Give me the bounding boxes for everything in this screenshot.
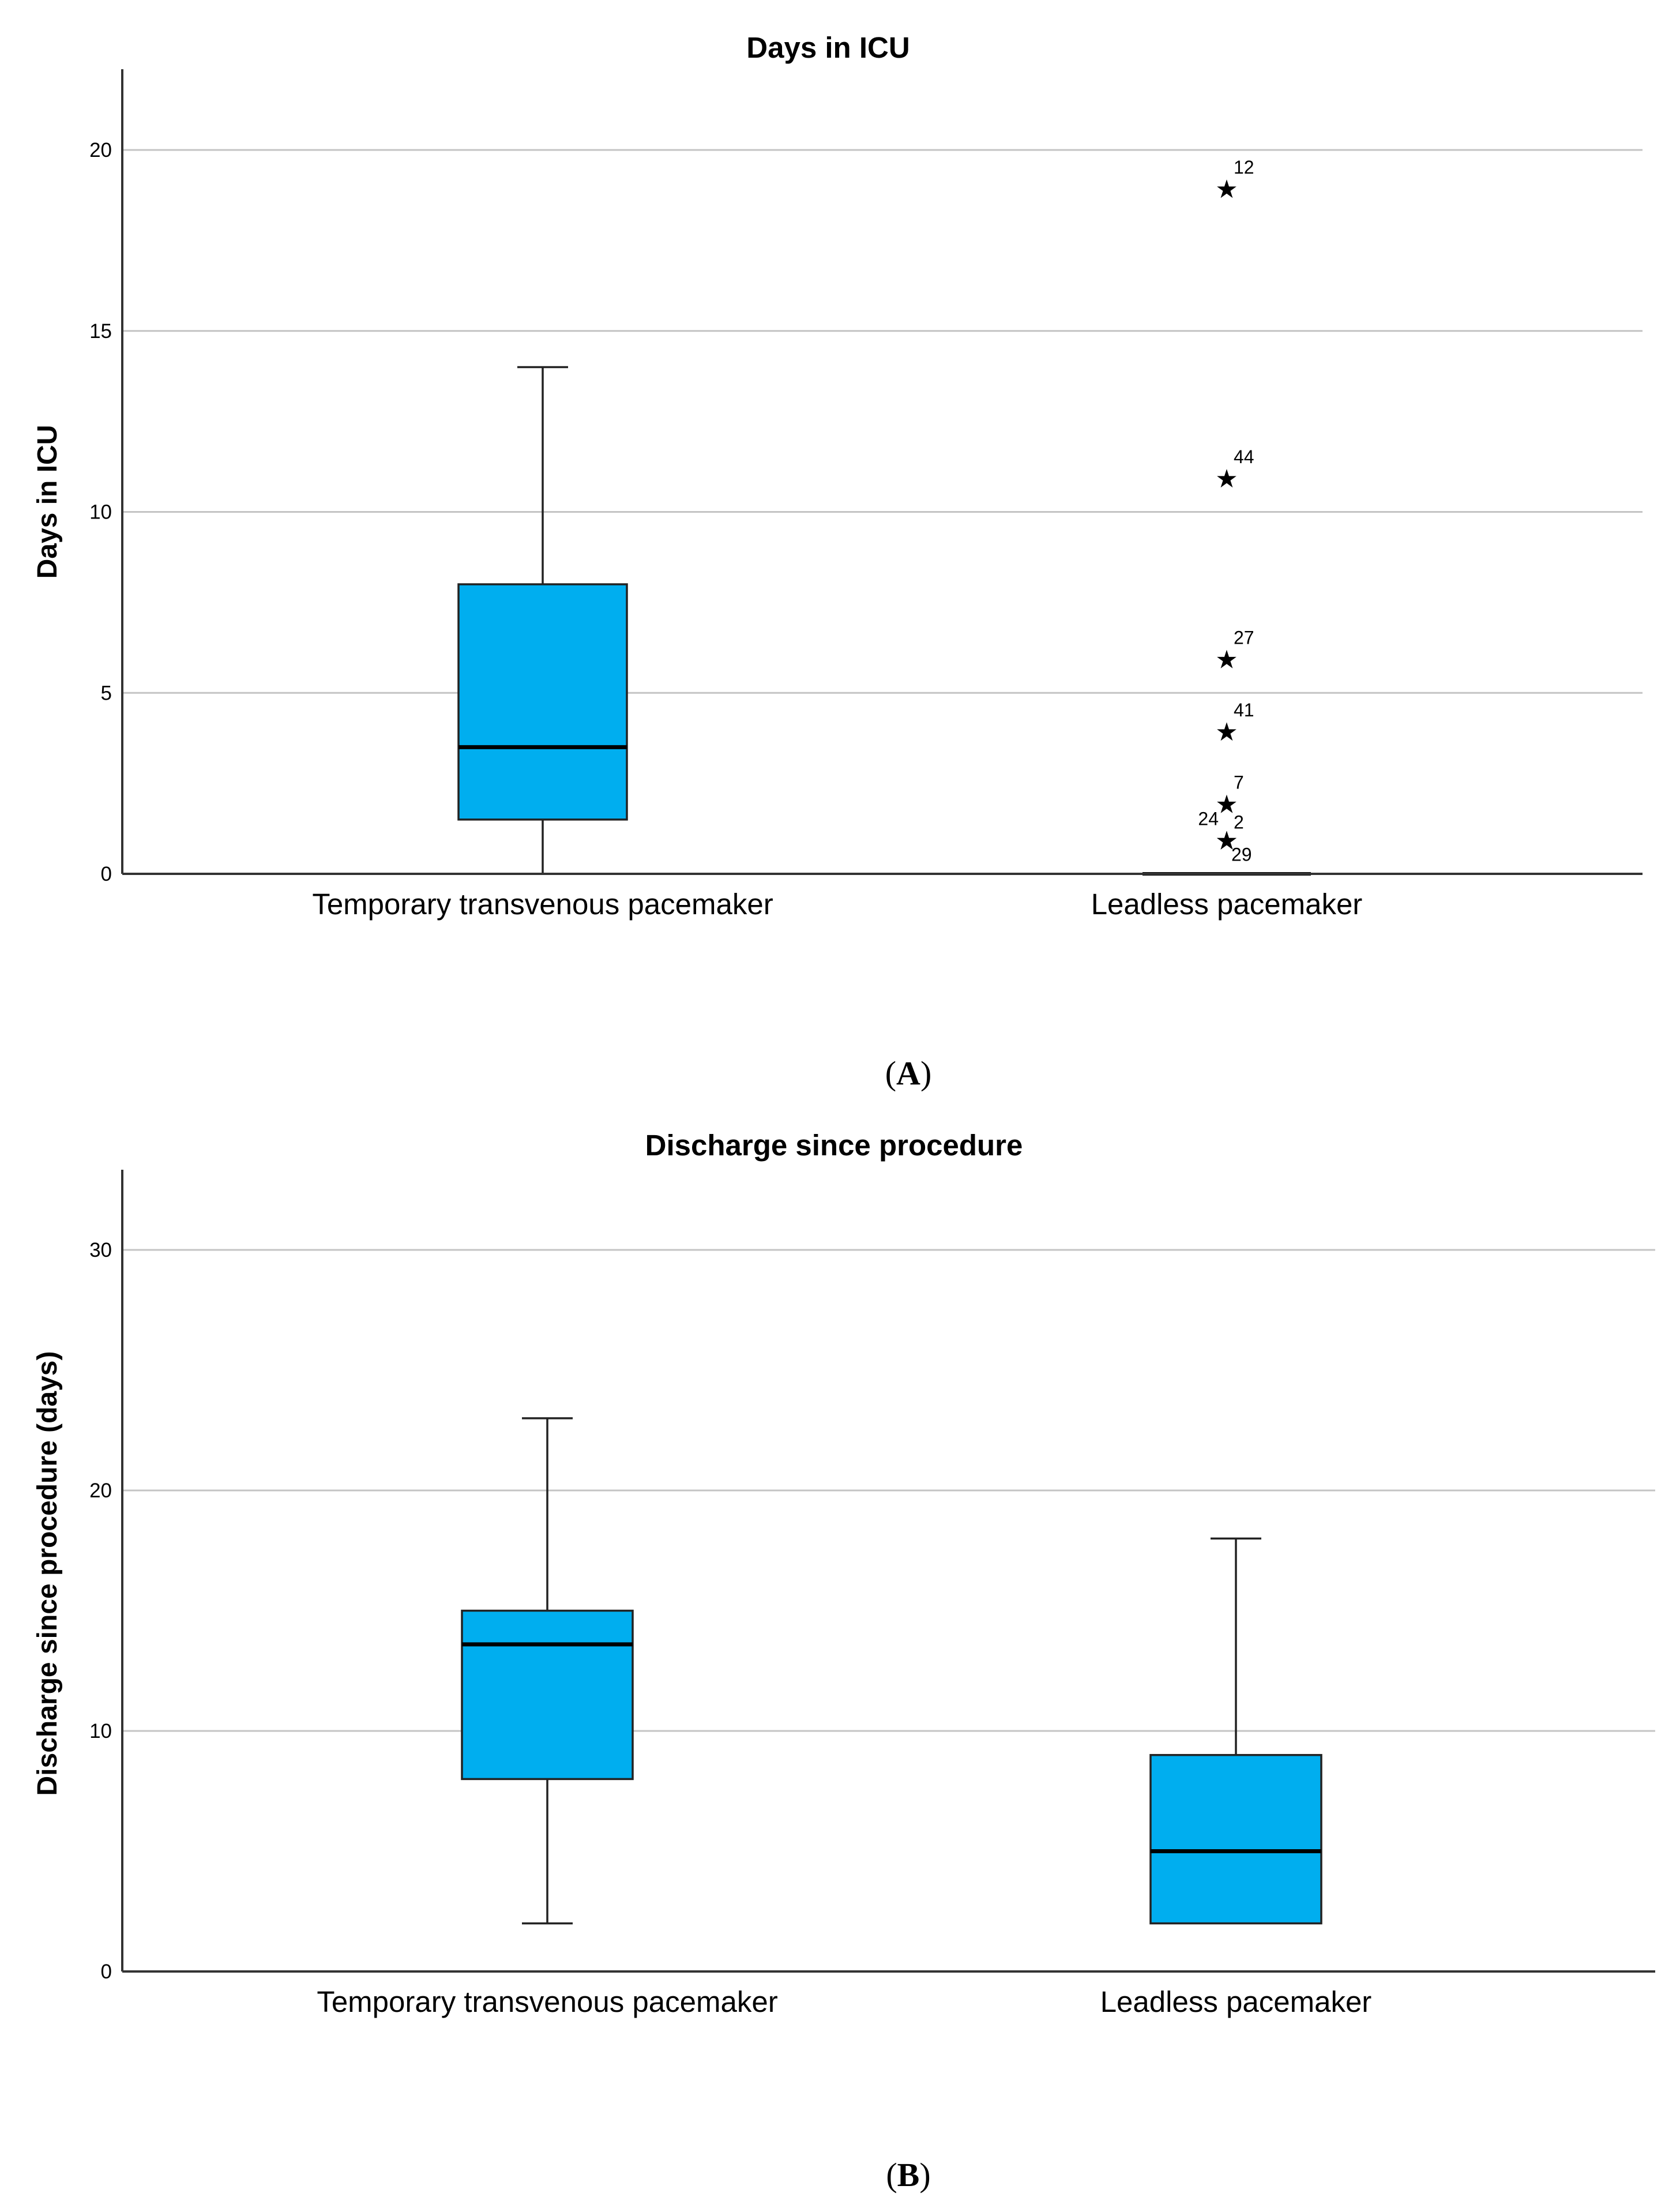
panel-b-chart: Discharge since procedure Discharge sinc…: [32, 1129, 1655, 2018]
panel-a-y-tick-label: 5: [101, 682, 112, 704]
panel-b-title: Discharge since procedure: [645, 1129, 1023, 1162]
panel-b-y-ticks: 0 10 20 30: [89, 1239, 112, 1983]
panel-a-category-label-leadless: Leadless pacemaker: [1091, 888, 1363, 921]
panel-a-category-labels: Temporary transvenous pacemaker Leadless …: [312, 888, 1362, 921]
panel-b-y-tick-label: 10: [89, 1720, 112, 1742]
panel-a-category-label-temporary: Temporary transvenous pacemaker: [312, 888, 773, 921]
panel-a-outlier-star: ★: [1215, 827, 1238, 855]
panel-a-outlier-star: ★: [1215, 718, 1238, 746]
panel-a-box-temporary: [457, 366, 628, 874]
panel-b-y-axis-label: Discharge since procedure (days): [32, 1351, 63, 1796]
panel-a-box-leadless: ★12★44★27★41★7★24★2★29: [1142, 157, 1311, 876]
panel-a-outlier-star: ★: [1215, 465, 1238, 493]
panel-b-category-label-leadless: Leadless pacemaker: [1100, 1985, 1372, 2018]
panel-a-outlier-label: 24: [1198, 808, 1219, 829]
panel-b-y-tick-label: 0: [101, 1961, 112, 1983]
panel-b-category-labels: Temporary transvenous pacemaker Leadless …: [317, 1985, 1371, 2018]
panel-a-outlier-label: 44: [1234, 446, 1254, 467]
panel-b-y-tick-label: 20: [89, 1479, 112, 1502]
panel-a-outlier-star: ★: [1215, 646, 1238, 674]
panel-a-y-tick-label: 10: [89, 501, 112, 524]
panel-b-y-tick-label: 30: [89, 1239, 112, 1261]
panel-a-outlier-star: ★: [1215, 791, 1238, 819]
panel-a-y-tick-label: 15: [89, 320, 112, 343]
panel-a-outlier-star: ★: [1215, 175, 1238, 204]
panel-b-box-temporary: [461, 1417, 634, 1925]
panel-a-outlier-label: 12: [1234, 157, 1254, 178]
panel-b-box-leadless: [1149, 1537, 1322, 1925]
panel-a-outlier-label: 27: [1234, 628, 1254, 648]
panel-a-y-tick-label: 20: [89, 139, 112, 162]
panel-a-y-axis-label: Days in ICU: [32, 425, 63, 579]
panel-a-y-tick-label: 0: [101, 863, 112, 885]
panel-b-box-iqr: [461, 1609, 634, 1781]
panel-b-caption-letter: B: [897, 2156, 920, 2194]
panel-a-outlier-star: ★: [1215, 827, 1238, 855]
panel-a-box-iqr: [457, 583, 628, 821]
panel-a-caption-letter: A: [896, 1054, 920, 1092]
panel-b-axes: [121, 1170, 1655, 1973]
panel-b-caption: (B): [886, 2156, 930, 2194]
panel-a-outlier-label: 29: [1231, 844, 1252, 865]
panel-b-box-iqr: [1149, 1753, 1322, 1925]
panel-b-gridlines: [122, 1249, 1655, 1732]
panel-a-y-ticks: 0 5 10 15 20: [89, 139, 112, 885]
panel-a-boxes: ★12★44★27★41★7★24★2★29: [457, 157, 1311, 876]
panel-a-caption: (A): [885, 1054, 932, 1092]
panel-a-gridlines: [122, 149, 1643, 694]
panel-a-outlier-star: ★: [1215, 827, 1238, 855]
panel-b-boxes: [461, 1417, 1322, 1925]
panel-a-axes: [121, 69, 1643, 875]
panel-a-outlier-label: 41: [1234, 700, 1254, 720]
panel-b-category-label-temporary: Temporary transvenous pacemaker: [317, 1985, 777, 2018]
panel-a-outlier-label: 2: [1234, 812, 1244, 832]
panel-a-outlier-label: 7: [1234, 772, 1244, 793]
panel-a-title: Days in ICU: [746, 31, 909, 64]
